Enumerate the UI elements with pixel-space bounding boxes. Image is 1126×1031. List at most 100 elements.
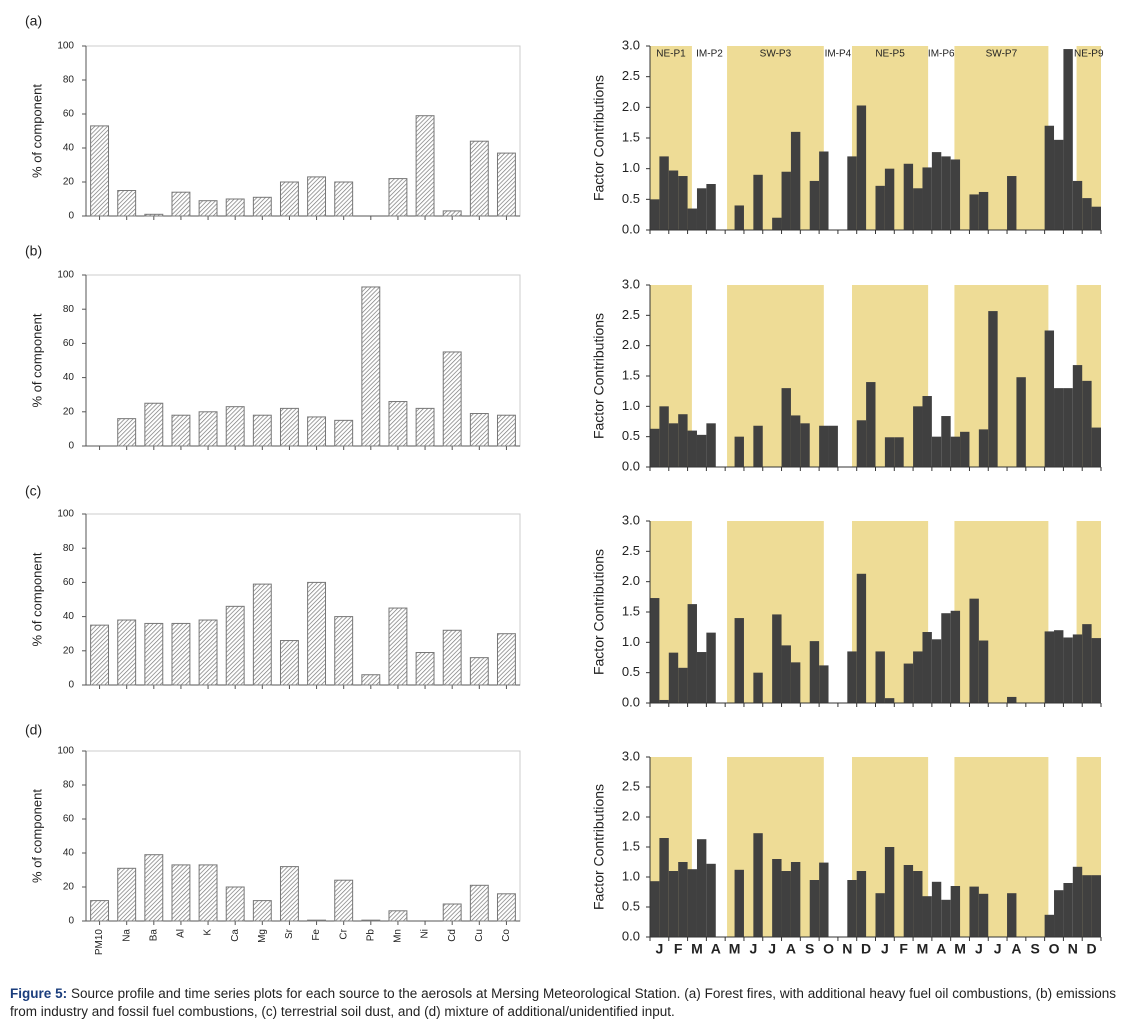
bar: [1044, 330, 1055, 467]
bar: [978, 893, 989, 937]
bar: [90, 125, 110, 217]
x-tick-label: S: [805, 941, 814, 957]
y-tick-label: 1.5: [622, 129, 640, 144]
y-axis-label: Factor Contributions: [591, 313, 607, 439]
bar: [884, 698, 895, 703]
y-tick-label: 20: [63, 882, 75, 893]
bar: [790, 662, 801, 703]
season-label: NE-P9: [1074, 49, 1104, 60]
y-axis-label: % of component: [29, 789, 44, 883]
bar: [1063, 883, 1073, 937]
bar: [1072, 365, 1083, 467]
y-tick-label: 100: [57, 746, 74, 757]
season-label: IM-P2: [696, 49, 723, 60]
y-axis-label: Factor Contributions: [591, 784, 607, 910]
bar: [650, 428, 660, 467]
bar: [753, 833, 763, 937]
bar: [496, 893, 516, 922]
x-tick-label: Sr: [284, 928, 295, 939]
bar: [496, 633, 516, 686]
bar: [696, 188, 707, 230]
bar: [144, 213, 164, 217]
y-tick-label: 40: [63, 848, 75, 859]
season-label: NE-P1: [656, 49, 686, 60]
y-tick-label: 2.5: [622, 307, 640, 322]
x-tick-label: A: [786, 941, 796, 957]
bar: [1054, 630, 1064, 703]
bar: [884, 437, 895, 467]
bar: [875, 651, 885, 703]
y-tick-label: 0.0: [622, 928, 640, 943]
bar: [734, 618, 744, 703]
bar: [1044, 125, 1055, 230]
bar: [706, 863, 716, 937]
x-tick-label: K: [203, 929, 214, 936]
y-tick-label: 0.5: [622, 664, 640, 679]
y-tick-label: 1.0: [622, 398, 640, 413]
figure: (a) 0 20 40 60 80 100 % of component NE-P1 IM-P2 S…: [25, 13, 1104, 957]
y-tick-label: 2.5: [622, 68, 640, 83]
y-tick-label: 100: [57, 509, 74, 520]
bar: [279, 640, 299, 686]
y-tick-label: 60: [63, 338, 75, 349]
bar: [1072, 866, 1083, 937]
y-tick-label: 80: [63, 780, 75, 791]
bar: [225, 886, 245, 922]
bar: [913, 188, 923, 230]
bar: [388, 910, 408, 922]
x-tick-label: Na: [121, 929, 132, 942]
bar: [978, 640, 989, 703]
caption: Figure 5: Source profile and time series…: [10, 985, 1116, 1021]
bar: [225, 605, 245, 686]
y-tick-label: 3.0: [622, 37, 640, 52]
bar: [781, 388, 791, 467]
y-tick-label: 2.0: [622, 99, 640, 114]
bar: [903, 163, 914, 230]
y-tick-label: 1.0: [622, 868, 640, 883]
bar: [1054, 139, 1064, 230]
bar: [706, 184, 716, 230]
bar: [442, 903, 462, 922]
bar: [696, 652, 707, 703]
x-tick-label: Cr: [338, 928, 349, 939]
bar: [252, 414, 272, 447]
season-band: [954, 46, 1049, 230]
y-tick-label: 1.5: [622, 367, 640, 382]
bar: [117, 190, 137, 217]
bar: [225, 406, 245, 447]
bar: [875, 185, 885, 230]
x-tick-label: A: [711, 941, 721, 957]
x-tick-label: A: [1011, 941, 1021, 957]
x-tick-label: F: [674, 941, 683, 957]
bar: [772, 859, 782, 937]
bar: [941, 899, 951, 937]
y-tick-label: 100: [57, 270, 74, 281]
x-tick-label: Cd: [447, 929, 458, 942]
bar: [960, 431, 970, 467]
bar: [941, 156, 951, 230]
bar: [650, 598, 660, 703]
bar: [819, 862, 829, 937]
bar: [388, 178, 408, 217]
bar: [1007, 176, 1017, 230]
bar: [988, 311, 998, 467]
bar: [668, 170, 679, 230]
bar: [828, 425, 838, 467]
bar: [931, 436, 942, 467]
bar: [1054, 890, 1064, 937]
bar: [334, 879, 354, 922]
bar: [117, 418, 137, 447]
bar: [706, 632, 716, 703]
bar: [279, 866, 299, 922]
bar: [819, 425, 829, 467]
y-tick-label: 1.0: [622, 634, 640, 649]
bar: [922, 896, 932, 937]
bar: [1082, 198, 1092, 230]
bar: [687, 869, 697, 937]
y-tick-label: 0: [68, 441, 74, 452]
bar: [696, 839, 707, 937]
x-tick-label: D: [1087, 941, 1097, 957]
bar: [978, 429, 989, 467]
bar: [198, 864, 218, 922]
bar: [931, 881, 942, 937]
